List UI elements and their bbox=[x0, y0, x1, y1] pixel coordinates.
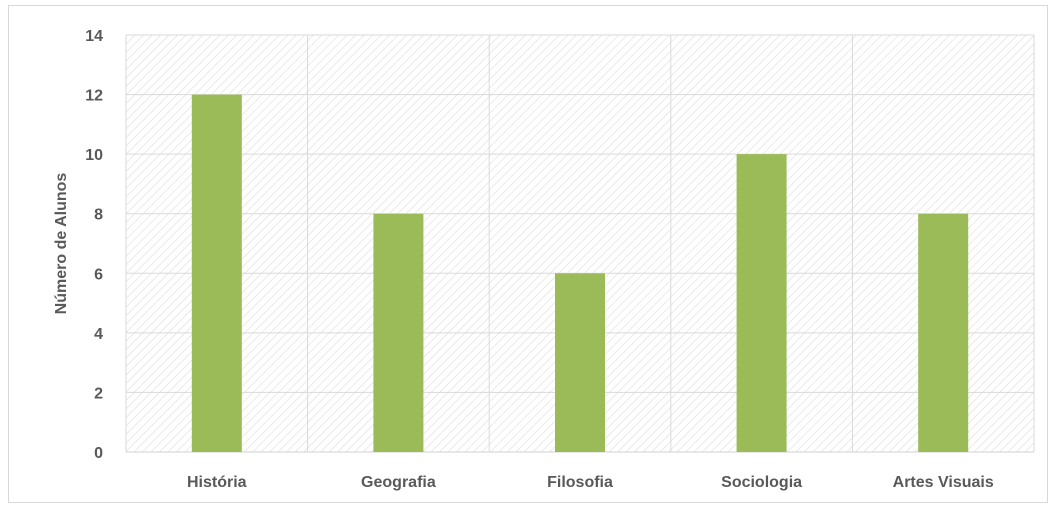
y-tick-label: 12 bbox=[85, 88, 103, 105]
bar-história bbox=[191, 94, 242, 453]
bar-artes-visuais bbox=[918, 213, 969, 452]
y-tick-label: 14 bbox=[85, 28, 103, 45]
y-tick-label: 8 bbox=[94, 207, 103, 224]
bar-sociologia bbox=[736, 154, 787, 452]
x-tick-label: Sociologia bbox=[721, 474, 802, 491]
bar-filosofia bbox=[555, 273, 605, 452]
x-tick-label: História bbox=[187, 474, 247, 491]
y-axis-title: Número de Alunos bbox=[53, 173, 70, 315]
x-tick-label: Artes Visuais bbox=[893, 474, 994, 491]
x-tick-label: Geografia bbox=[361, 474, 436, 491]
y-tick-label: 4 bbox=[94, 326, 103, 343]
bar-geografia bbox=[373, 213, 424, 452]
y-tick-label: 6 bbox=[94, 266, 103, 283]
y-tick-label: 10 bbox=[85, 147, 103, 164]
y-tick-label: 0 bbox=[94, 445, 103, 462]
x-tick-label: Filosofia bbox=[547, 474, 613, 491]
y-tick-label: 2 bbox=[94, 385, 103, 402]
